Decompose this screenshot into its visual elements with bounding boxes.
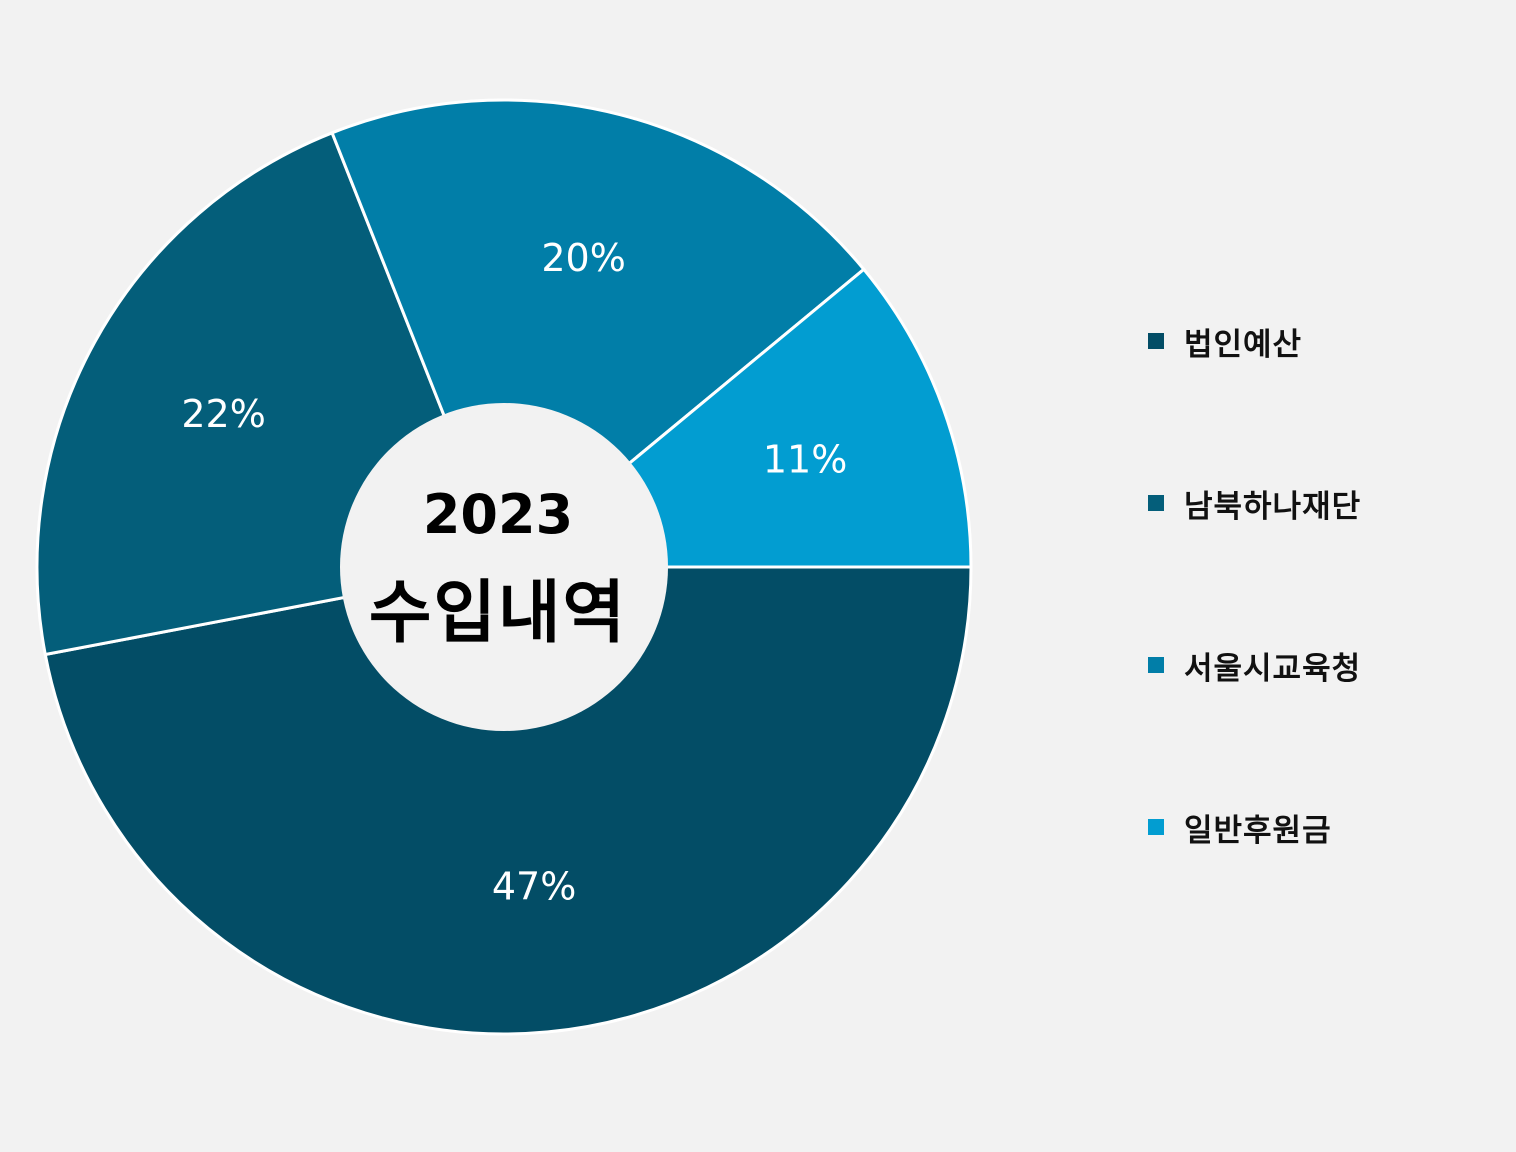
legend-item-1: 남북하나재단 bbox=[1148, 480, 1361, 526]
legend-swatch-3 bbox=[1148, 819, 1164, 835]
data-label-1: 22% bbox=[181, 392, 265, 436]
legend-label-0: 법인예산 bbox=[1184, 326, 1303, 363]
data-labels-group: 47% 22% 20% 11% bbox=[181, 236, 847, 909]
legend-swatch-0 bbox=[1148, 333, 1164, 349]
data-label-0: 47% bbox=[492, 865, 576, 909]
data-label-2: 20% bbox=[541, 236, 625, 280]
legend-label-2: 서울시교육청 bbox=[1184, 650, 1362, 687]
legend-swatch-1 bbox=[1148, 495, 1164, 511]
legend-item-0: 법인예산 bbox=[1148, 318, 1361, 364]
legend-swatch-2 bbox=[1148, 657, 1164, 673]
legend-item-2: 서울시교육청 bbox=[1148, 642, 1361, 688]
legend-item-3: 일반후원금 bbox=[1148, 804, 1361, 850]
center-title: 수입내역 bbox=[369, 574, 627, 653]
slice-0 bbox=[43, 565, 973, 1036]
center-year: 2023 bbox=[423, 483, 573, 546]
donut-hole bbox=[340, 403, 668, 731]
legend-label-1: 남북하나재단 bbox=[1184, 488, 1362, 525]
legend-label-3: 일반후원금 bbox=[1184, 812, 1332, 849]
legend: 법인예산 남북하나재단 서울시교육청 일반후원금 bbox=[1148, 318, 1361, 850]
data-label-3: 11% bbox=[763, 438, 847, 482]
